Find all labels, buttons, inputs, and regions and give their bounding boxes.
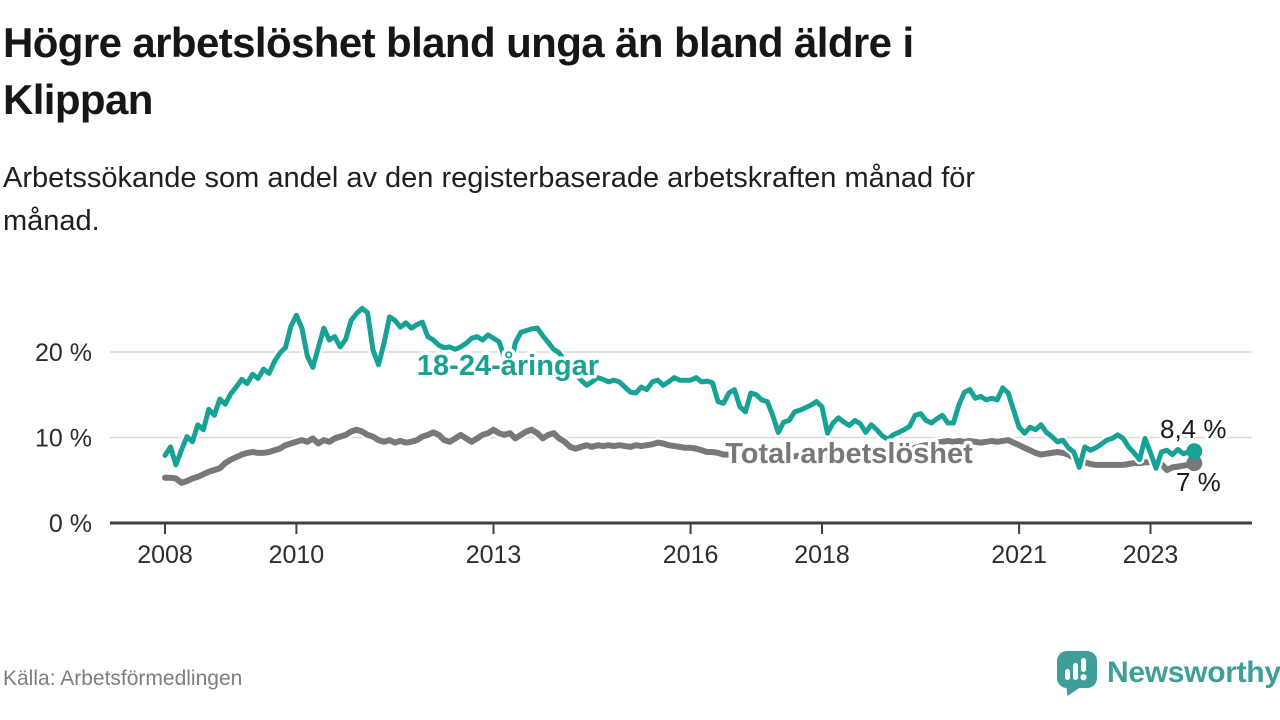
end-value-label: 8,4 %	[1160, 414, 1227, 444]
end-value-label: 7 %	[1176, 467, 1221, 497]
end-dot	[1186, 455, 1203, 472]
source-note: Källa: Arbetsförmedlingen	[3, 667, 243, 690]
x-tick-label: 2018	[794, 541, 850, 569]
series-label: Total arbetslöshet	[725, 438, 973, 470]
series-line	[162, 426, 1198, 486]
x-tick-label: 2013	[466, 541, 522, 569]
chart-title: Högre arbetslöshet bland unga än bland ä…	[3, 19, 914, 123]
x-tick-label: 2008	[137, 541, 193, 569]
line-chart: 2008 2010 2013 2016 2018 2021 2023 0 % 10 % 20 % 1…	[35, 303, 1252, 569]
series-label: 18-24-åringar	[417, 350, 599, 382]
x-tick-label: 2023	[1123, 541, 1179, 569]
x-tick-label: 2010	[269, 541, 325, 569]
newsworthy-speech-bubble-bar-chart-icon	[1057, 651, 1097, 696]
x-tick-label: 2016	[663, 541, 719, 569]
y-tick-label: 20 %	[35, 339, 92, 367]
newsworthy-wordmark: Newsworthy	[1107, 656, 1280, 689]
x-tick-label: 2021	[991, 541, 1047, 569]
end-dot	[1186, 443, 1203, 460]
y-tick-label: 10 %	[35, 425, 92, 453]
series-line	[162, 305, 1197, 471]
y-tick-label: 0 %	[49, 510, 92, 538]
chart-subtitle: Arbetssökande som andel av den registerb…	[3, 162, 976, 237]
newsworthy-logo[interactable]: Newsworthy	[1056, 650, 1280, 696]
